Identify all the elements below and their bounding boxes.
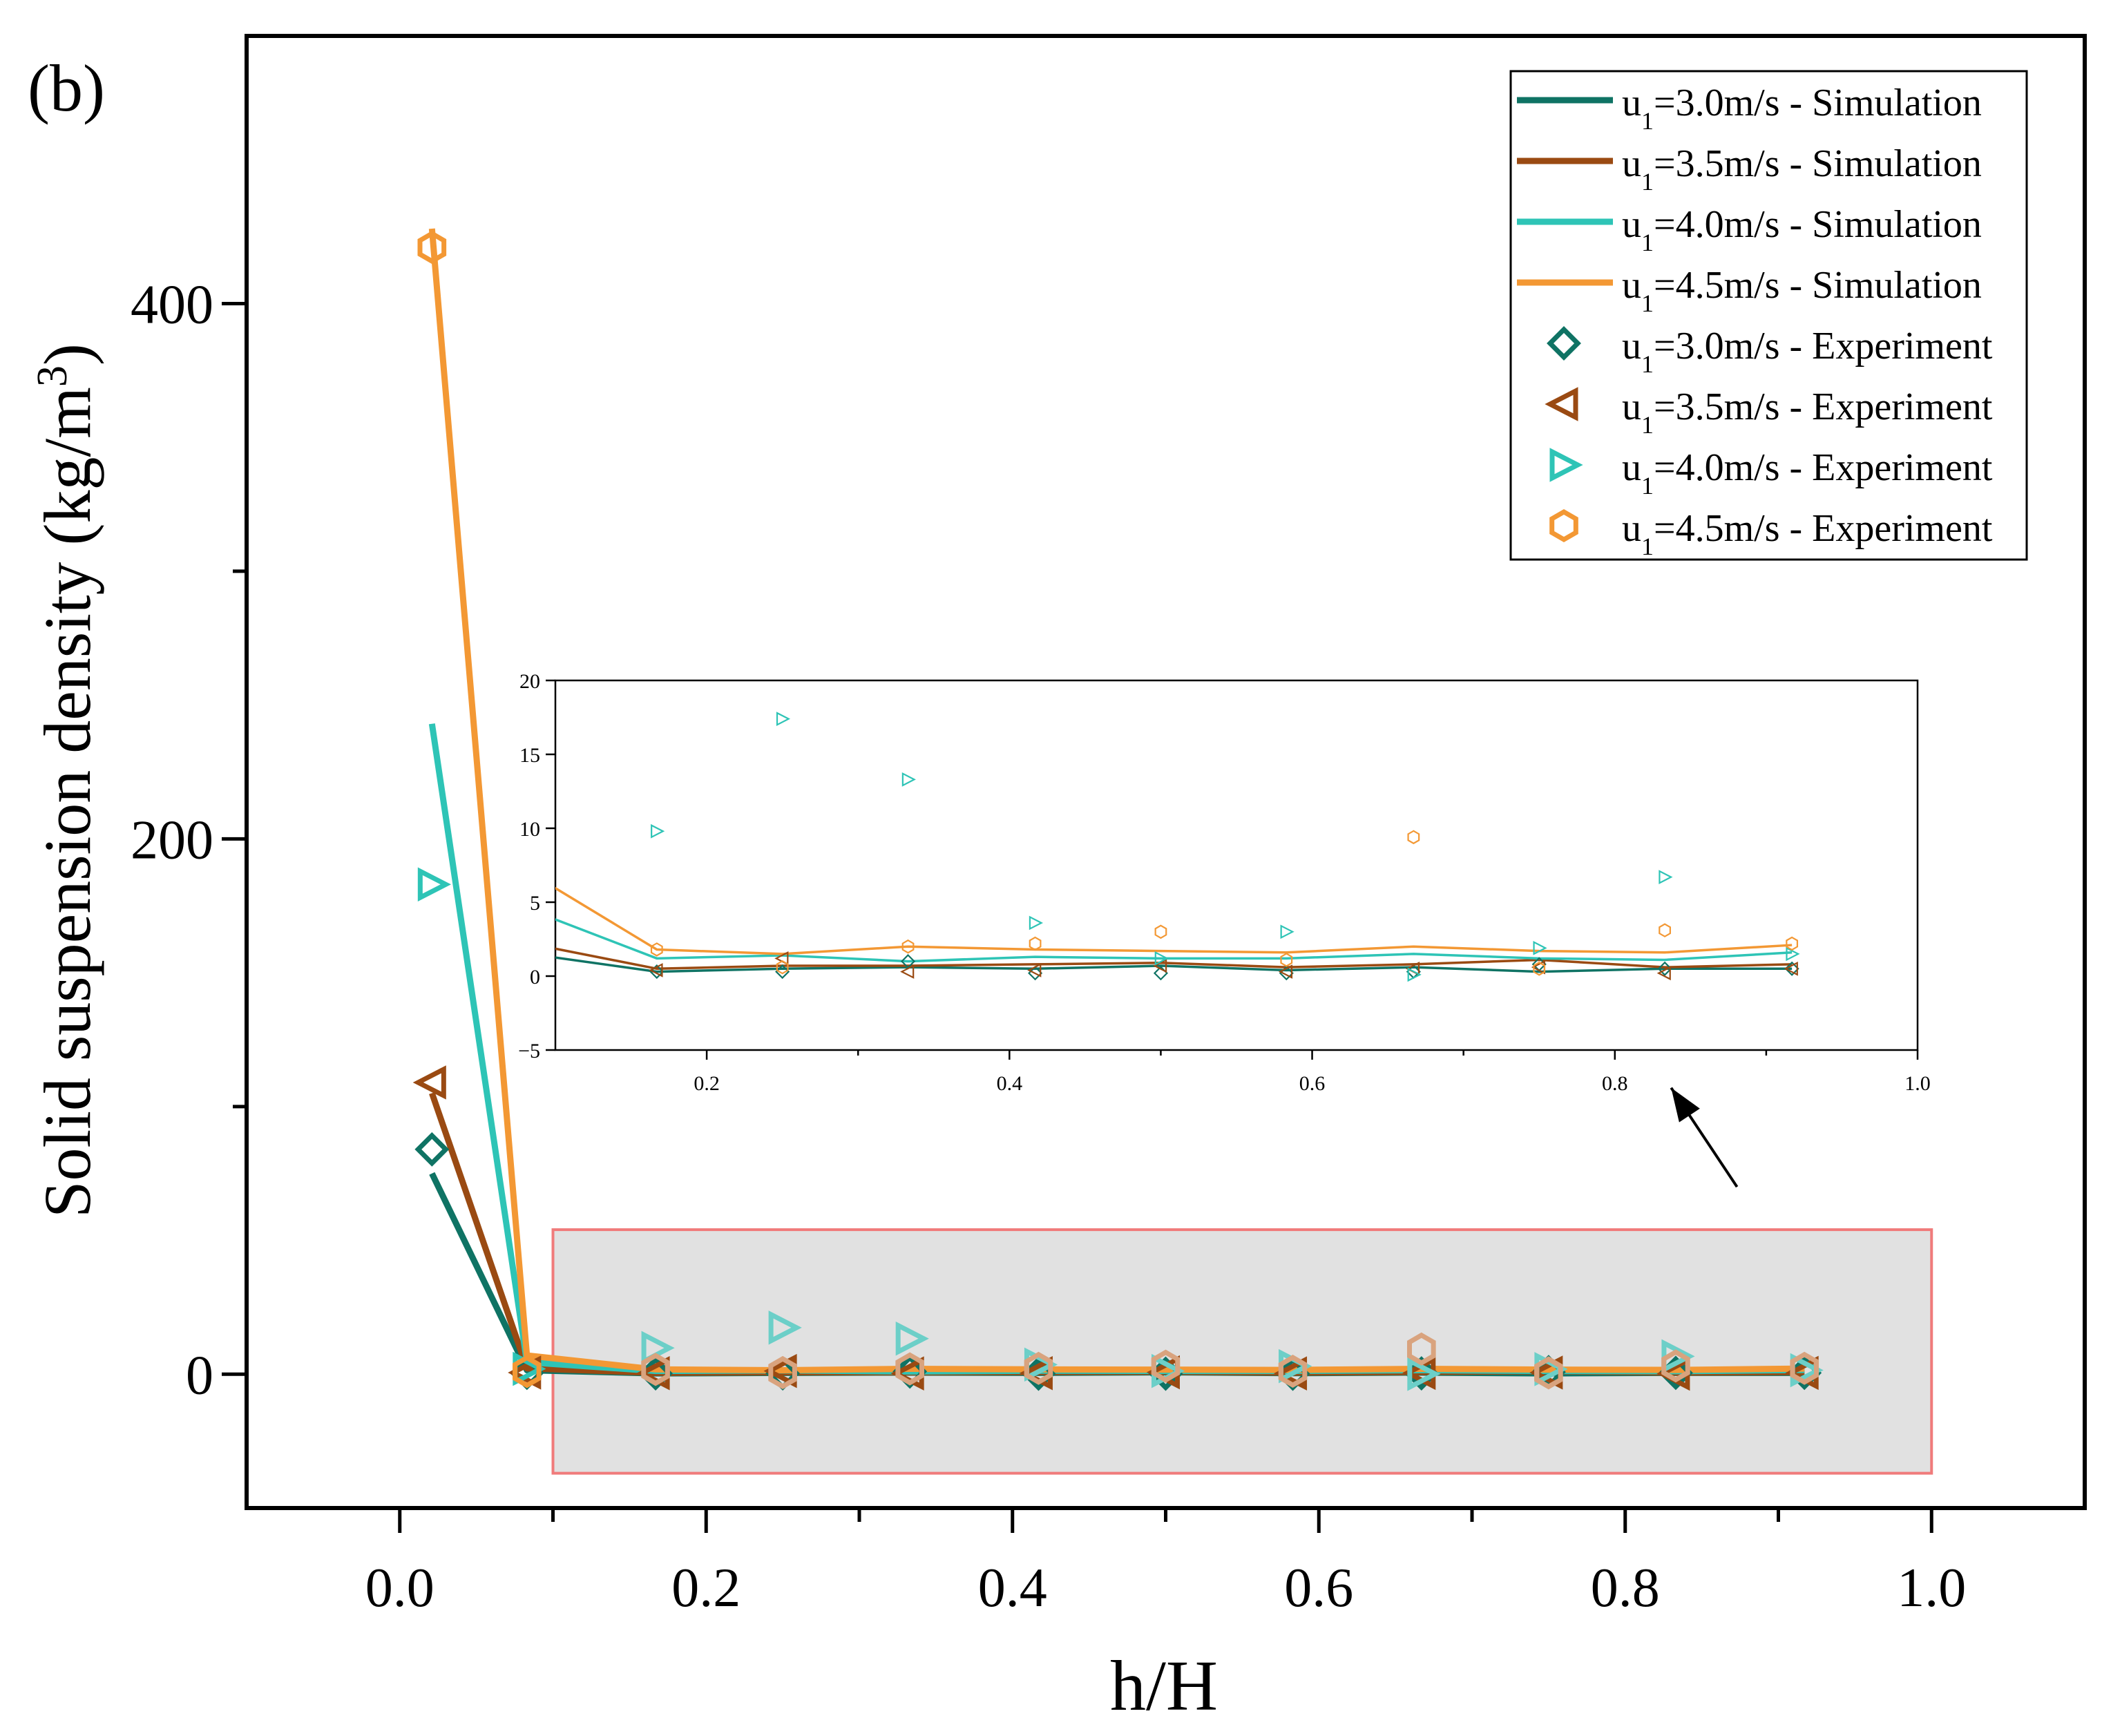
legend-label-7: u1=4.5m/s - Experiment — [1622, 507, 1993, 560]
legend-swatch-7 — [1549, 508, 1578, 543]
exp-marker-2-8 — [1407, 1357, 1441, 1391]
inset-exp-marker-2-4 — [901, 772, 916, 787]
inset-exp-marker-3-4 — [901, 939, 915, 954]
exp-marker-1-0 — [412, 1065, 446, 1100]
exp-marker-2-0 — [417, 867, 451, 902]
inset-sim-line-3 — [555, 886, 1793, 955]
inset-frame — [554, 679, 1919, 1051]
inset-plot: 0.2 0.4 0.6 0.8 1.0 −5 0 5 10 15 20 — [518, 670, 1931, 1095]
inset-exp-marker-3-10 — [1659, 923, 1671, 937]
exp-marker-3-3 — [768, 1355, 797, 1389]
x-axis-label: h/H — [1110, 1646, 1218, 1726]
exp-marker-3-6 — [1151, 1349, 1181, 1383]
inset-exp-marker-3-5 — [1029, 936, 1042, 951]
inset-exp-marker-3-9 — [1533, 962, 1546, 976]
x-tick-label-0: 0.0 — [365, 1558, 434, 1619]
inset-exp-marker-1-4 — [900, 964, 915, 979]
exp-marker-3-1 — [512, 1355, 542, 1389]
inset-exp-marker-1-11 — [1784, 961, 1798, 976]
inset-exp-marker-1-7 — [1278, 964, 1293, 979]
exp-marker-3-5 — [1024, 1351, 1053, 1385]
inset-exp-marker-3-11 — [1786, 936, 1799, 951]
x-tick-label-3: 0.6 — [1284, 1558, 1353, 1619]
inset-y-tick-label-2: 5 — [530, 892, 540, 915]
y-tick-label-0: 0 — [186, 1345, 213, 1406]
legend-label-0: u1=3.0m/s - Simulation — [1622, 82, 1982, 135]
legend-label-6: u1=4.0m/s - Experiment — [1622, 446, 1993, 499]
inset-exp-marker-0-10 — [1657, 961, 1672, 976]
inset-y-tick-label-3: 10 — [519, 818, 540, 841]
inset-x-tick-label-2: 0.6 — [1299, 1072, 1326, 1095]
exp-marker-2-3 — [768, 1310, 802, 1345]
inset-x-tick-label-4: 1.0 — [1904, 1072, 1931, 1095]
legend: u1=3.0m/s - Simulation u1=3.5m/s - Simula… — [1509, 70, 2028, 561]
legend-label-3: u1=4.5m/s - Simulation — [1622, 264, 1982, 317]
inset-exp-marker-0-11 — [1784, 961, 1799, 976]
inset-x-tick-label-3: 0.8 — [1602, 1072, 1628, 1095]
x-tick-label-2: 0.4 — [978, 1558, 1047, 1619]
inset-exp-marker-2-7 — [1280, 924, 1294, 939]
inset-sim-line-2 — [555, 918, 1793, 963]
inset-exp-marker-2-2 — [651, 823, 665, 839]
inset-y-tick-label-4: 15 — [519, 744, 540, 767]
inset-exp-marker-2-11 — [1786, 946, 1800, 962]
exp-marker-3-8 — [1407, 1332, 1436, 1366]
exp-marker-3-11 — [1790, 1351, 1819, 1385]
legend-box — [1509, 70, 2028, 561]
inset-exp-marker-2-9 — [1533, 940, 1547, 955]
inset-exp-marker-3-2 — [650, 942, 663, 957]
x-tick-label-4: 0.8 — [1591, 1558, 1660, 1619]
legend-swatch-4 — [1547, 326, 1581, 361]
inset-exp-marker-3-7 — [1280, 953, 1293, 967]
arrow-head — [1671, 1087, 1700, 1123]
inset-exp-marker-0-3 — [775, 964, 790, 980]
panel-label: (b) — [28, 51, 105, 125]
legend-swatch-6 — [1549, 448, 1583, 482]
legend-label-2: u1=4.0m/s - Simulation — [1622, 203, 1982, 256]
exp-marker-3-7 — [1278, 1354, 1308, 1389]
exp-marker-2-4 — [895, 1322, 929, 1356]
sim-line-3 — [428, 228, 1805, 1373]
legend-swatch-5 — [1545, 387, 1578, 421]
inset-y-tick-label-0: −5 — [518, 1040, 540, 1062]
inset-exp-marker-2-8 — [1407, 967, 1422, 982]
inset-exp-marker-0-4 — [900, 954, 916, 969]
inset-x-tick-label-0: 0.2 — [694, 1072, 720, 1095]
y-tick-label-1: 200 — [131, 810, 213, 870]
y-tick-label-2: 400 — [131, 274, 213, 335]
inset-exp-marker-2-6 — [1154, 951, 1169, 966]
inset-y-tick-label-5: 20 — [519, 670, 540, 693]
inset-exp-marker-2-3 — [776, 712, 791, 726]
y-axis-label: Solid suspension density (kg/m3) — [29, 343, 104, 1218]
exp-marker-3-2 — [641, 1353, 670, 1386]
inset-sim-line-1 — [555, 947, 1793, 971]
inset-sim-line-0 — [555, 956, 1793, 973]
inset-exp-marker-3-8 — [1407, 830, 1420, 845]
inset-exp-marker-1-10 — [1656, 966, 1671, 981]
exp-marker-0-0 — [414, 1132, 450, 1167]
x-tick-label-5: 1.0 — [1897, 1558, 1966, 1619]
inset-x-tick-label-1: 0.4 — [997, 1072, 1023, 1095]
inset-y-tick-label-1: 0 — [530, 966, 540, 989]
exp-marker-3-0 — [417, 231, 447, 265]
inset-series — [555, 712, 1800, 982]
inset-exp-marker-2-5 — [1029, 915, 1043, 931]
legend-label-1: u1=3.5m/s - Simulation — [1622, 142, 1982, 195]
exp-marker-3-9 — [1534, 1356, 1563, 1390]
highlight-region — [551, 1228, 1933, 1475]
exp-marker-3-4 — [895, 1352, 924, 1386]
exp-marker-3-10 — [1661, 1349, 1690, 1383]
legend-label-4: u1=3.0m/s - Experiment — [1622, 325, 1993, 378]
inset-exp-marker-2-10 — [1659, 870, 1673, 884]
inset-exp-marker-1-5 — [1027, 963, 1042, 977]
x-tick-label-1: 0.2 — [671, 1558, 741, 1619]
inset-exp-marker-3-3 — [776, 960, 789, 975]
inset-exp-marker-1-6 — [1153, 958, 1167, 973]
inset-exp-marker-1-2 — [649, 963, 663, 977]
inset-exp-marker-3-6 — [1154, 924, 1167, 939]
legend-label-5: u1=3.5m/s - Experiment — [1622, 385, 1993, 439]
